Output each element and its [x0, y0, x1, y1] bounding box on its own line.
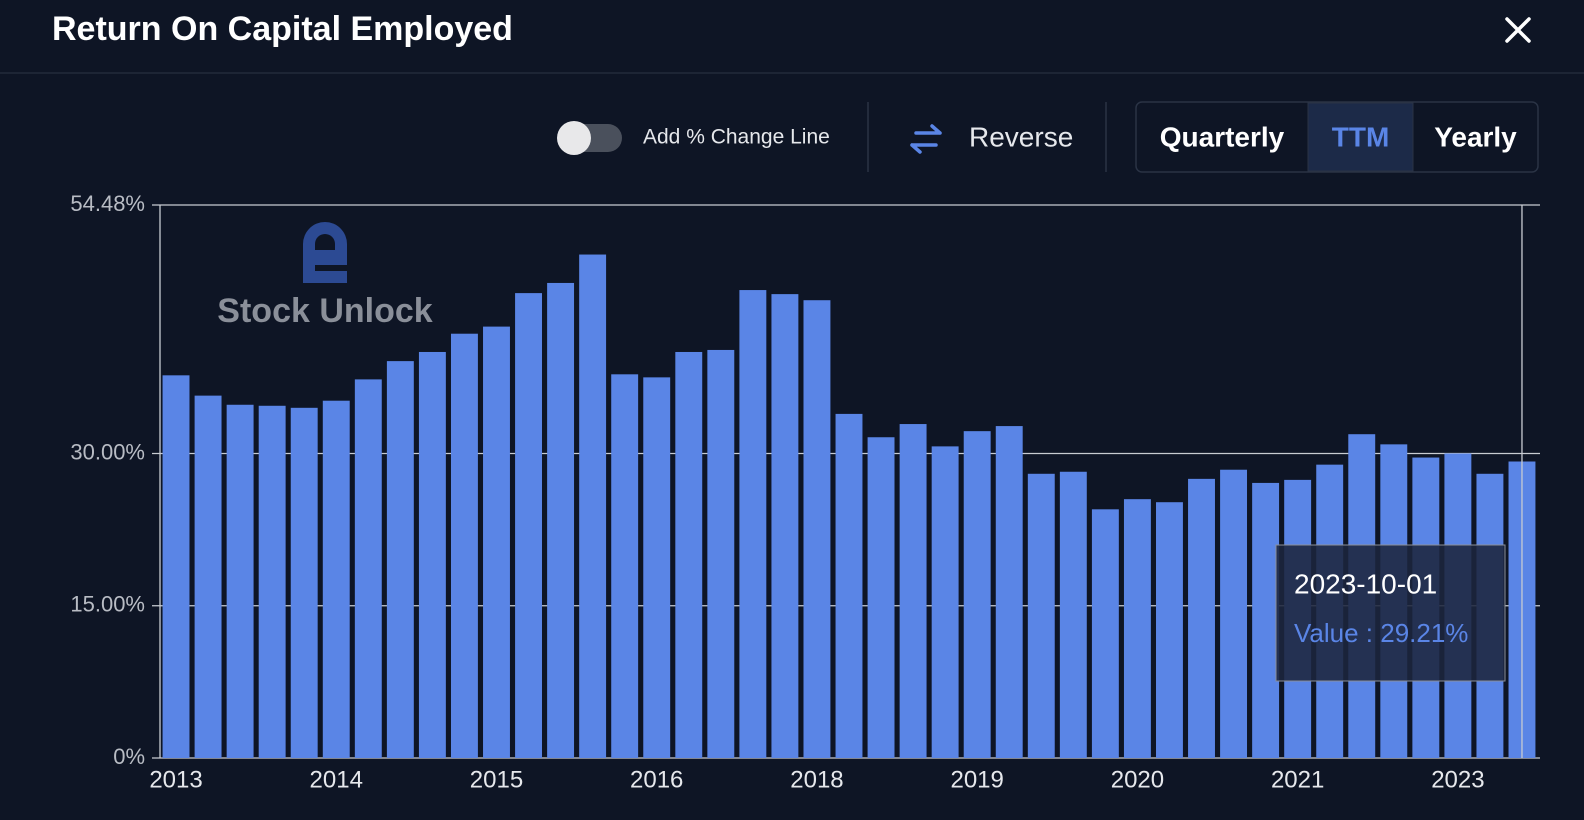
- bar: [418, 351, 446, 758]
- x-tick-label: 2015: [470, 766, 523, 793]
- arrow: [910, 143, 938, 154]
- period-button[interactable]: Yearly: [1434, 121, 1517, 152]
- bar: [611, 374, 639, 758]
- reverse-icon: [910, 124, 942, 154]
- close-stroke: [1505, 17, 1531, 43]
- tooltip-value: Value : 29.21%: [1294, 618, 1468, 648]
- watermark-text: Stock Unlock: [217, 292, 432, 330]
- plot: 0% 15.00% 30.00% 54.48% 2013 2014 2015 2016 2018…: [70, 191, 1540, 793]
- bar: [322, 400, 350, 758]
- bar: [162, 375, 190, 758]
- bar: [1252, 482, 1280, 758]
- tooltip-box: [1275, 544, 1506, 682]
- bar: [547, 282, 575, 758]
- close-button[interactable]: [1505, 17, 1531, 43]
- bar: [1027, 473, 1055, 758]
- x-tick-label: 2021: [1271, 766, 1324, 793]
- period-button[interactable]: TTM: [1307, 102, 1414, 172]
- bar: [226, 404, 254, 758]
- bar: [290, 407, 318, 758]
- y-tick-label: 30.00%: [70, 439, 145, 464]
- x-tick-label: 2019: [950, 766, 1003, 793]
- bar: [739, 290, 767, 758]
- bar: [1091, 509, 1119, 758]
- x-tick-label: 2016: [630, 766, 683, 793]
- bar: [1059, 471, 1087, 758]
- period-buttons: Quarterly TTM Yearly: [1160, 102, 1517, 172]
- bar: [194, 395, 222, 758]
- arrow: [914, 124, 942, 135]
- bar: [835, 413, 863, 758]
- bar: [803, 300, 831, 758]
- bar: [515, 293, 542, 758]
- x-tick-label: 2014: [310, 766, 363, 793]
- period-label: Quarterly: [1160, 121, 1285, 152]
- period-label: Yearly: [1434, 121, 1517, 152]
- bar: [931, 446, 959, 758]
- bar: [1156, 502, 1183, 758]
- bar: [963, 431, 991, 758]
- y-tick-label: 15.00%: [70, 592, 145, 617]
- bar: [867, 437, 895, 758]
- reverse-label: Reverse: [969, 121, 1073, 152]
- bar: [1188, 478, 1215, 758]
- x-tick-label: 2023: [1431, 766, 1484, 793]
- dialog-title: Return On Capital Employed: [52, 10, 513, 48]
- bar: [450, 333, 478, 758]
- x-tick-label: 2013: [149, 766, 202, 793]
- bar: [483, 326, 510, 758]
- watermark: Stock Unlock: [217, 222, 433, 330]
- change-line-toggle[interactable]: [557, 121, 622, 155]
- x-tick-label: 2018: [790, 766, 843, 793]
- period-active-bg: [1307, 102, 1414, 172]
- period-button[interactable]: Quarterly: [1160, 121, 1285, 152]
- bar: [675, 351, 703, 758]
- y-tick-label: 54.48%: [70, 191, 145, 216]
- bar: [643, 377, 671, 758]
- toggle-label: Add % Change Line: [643, 126, 830, 149]
- period-group: [1135, 101, 1539, 173]
- bar: [899, 424, 927, 758]
- bar: [771, 294, 799, 758]
- bar: [707, 349, 735, 758]
- bar: [258, 405, 286, 758]
- bar: [1220, 469, 1248, 758]
- tooltip-date: 2023-10-01: [1294, 568, 1437, 599]
- toggle-knob: [557, 121, 591, 155]
- bar: [386, 361, 414, 758]
- period-label: TTM: [1332, 121, 1390, 152]
- watermark-logo: [303, 222, 347, 283]
- bar: [995, 426, 1023, 758]
- y-tick-label: 0%: [113, 744, 145, 769]
- reverse-button[interactable]: Reverse: [910, 121, 1073, 154]
- x-tick-label: 2020: [1111, 766, 1164, 793]
- bar: [1123, 499, 1151, 758]
- bar: [579, 254, 607, 758]
- bar: [354, 379, 382, 758]
